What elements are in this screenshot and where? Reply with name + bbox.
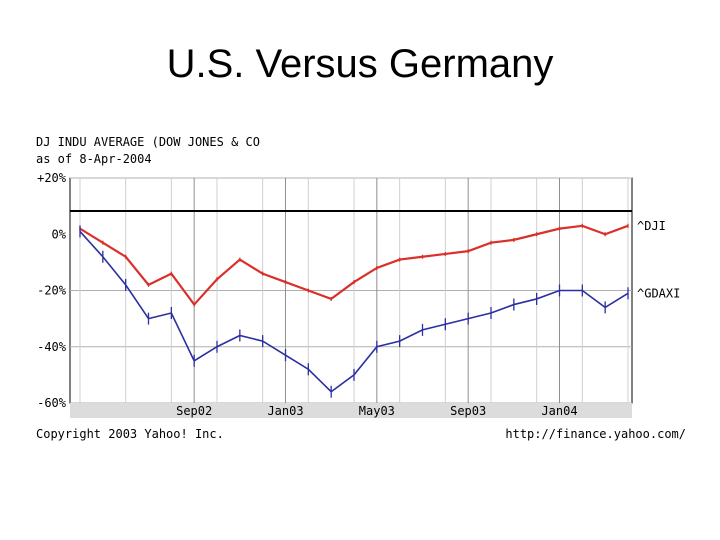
x-tick-label: Jan03 [267, 404, 303, 418]
y-tick-labels: +20% 0% -20% -40% -60% [37, 171, 67, 410]
y-tick-label: -60% [37, 396, 67, 410]
x-tick-labels: Sep02 Jan03 May03 Sep03 Jan04 [176, 404, 577, 418]
chart-title: DJ INDU AVERAGE (DOW JONES & CO [36, 135, 260, 149]
y-tick-label: -20% [37, 284, 67, 298]
series-label: ^DJI [637, 219, 666, 233]
x-axis-band [70, 403, 632, 418]
series-label: ^GDAXI [637, 286, 680, 300]
x-tick-label: Jan04 [541, 404, 577, 418]
copyright-text: Copyright 2003 Yahoo! Inc. [36, 427, 224, 441]
source-url: http://finance.yahoo.com/ [505, 427, 686, 441]
series-layer [79, 223, 629, 398]
x-tick-label: Sep02 [176, 404, 212, 418]
y-tick-label: -40% [37, 340, 67, 354]
y-tick-label: 0% [52, 227, 67, 241]
series-labels: ^DJI ^GDAXI [637, 219, 680, 301]
y-tick-label: +20% [37, 171, 67, 185]
chart-subtitle: as of 8-Apr-2004 [36, 152, 152, 166]
x-tick-label: Sep03 [450, 404, 486, 418]
x-tick-label: May03 [359, 404, 395, 418]
slide-title: U.S. Versus Germany [166, 42, 554, 86]
